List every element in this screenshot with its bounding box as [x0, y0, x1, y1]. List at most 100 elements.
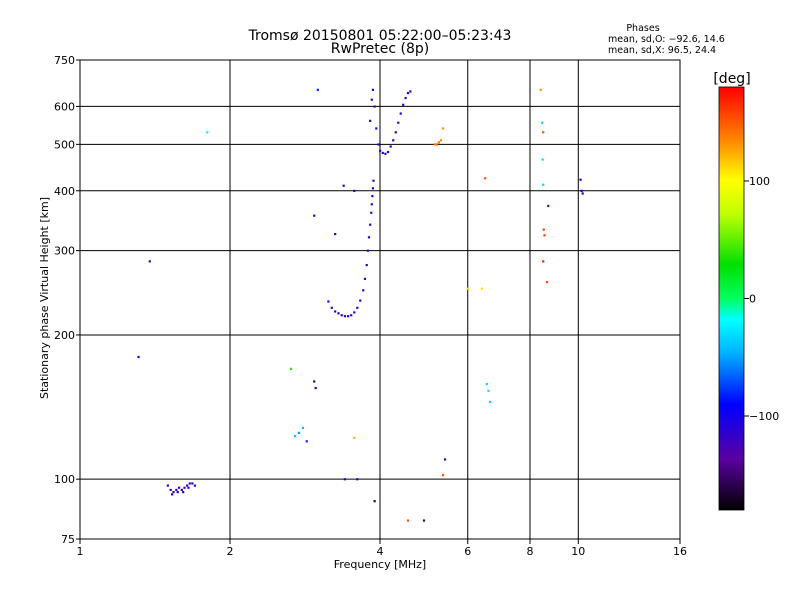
data-point [484, 177, 487, 180]
colorbar-tick-label: 0 [749, 293, 756, 306]
data-point [437, 141, 441, 144]
data-point [297, 431, 301, 434]
data-point [371, 187, 375, 190]
stats-header: Phases [626, 23, 659, 34]
data-point [340, 314, 343, 317]
y-tick-label: 400 [54, 185, 75, 198]
data-point [441, 127, 445, 130]
data-point [369, 223, 372, 226]
data-point [372, 179, 375, 182]
data-point [353, 311, 356, 314]
data-point [394, 131, 397, 134]
data-point [384, 152, 387, 155]
data-point [581, 192, 584, 195]
data-point [186, 484, 189, 487]
data-point [180, 488, 183, 492]
data-point [334, 232, 337, 236]
data-point [406, 519, 410, 522]
data-point [359, 299, 362, 302]
x-tick-label: 8 [527, 545, 534, 558]
data-point [330, 306, 333, 309]
data-point [343, 315, 347, 318]
data-point [353, 189, 356, 192]
data-point [206, 131, 209, 134]
x-axis-ticks: 1 2 4 6 8 10 16 [77, 539, 687, 558]
data-point [356, 478, 359, 481]
data-point [289, 367, 293, 370]
x-tick-label: 1 [77, 545, 84, 558]
data-point [543, 234, 546, 237]
x-axis-label: Frequency [MHz] [334, 558, 426, 571]
data-point [435, 143, 438, 146]
chart-subtitle: RwPretec (8p) [331, 41, 429, 57]
data-point [381, 151, 384, 155]
colorbar-label: [deg] [713, 71, 750, 87]
data-point [397, 121, 400, 124]
grid-lines [80, 60, 680, 539]
data-point [367, 236, 371, 239]
x-tick-label: 4 [377, 545, 384, 558]
data-point [172, 491, 175, 494]
data-point [353, 436, 356, 439]
data-point [337, 312, 340, 315]
data-points [137, 88, 584, 522]
y-tick-label: 200 [54, 329, 75, 342]
data-point [542, 260, 545, 263]
data-point [370, 211, 373, 214]
data-point [313, 380, 316, 383]
data-point [327, 300, 330, 303]
stats-o-mode: mean, sd,O: −92.6, 14.6 [608, 34, 725, 45]
data-point [343, 478, 347, 481]
data-point [547, 204, 550, 208]
data-point [579, 178, 582, 181]
data-point [485, 382, 488, 386]
x-tick-label: 2 [227, 545, 234, 558]
data-point [409, 90, 412, 93]
data-point [489, 400, 492, 404]
data-point [371, 88, 375, 91]
data-point [334, 310, 337, 313]
data-point [137, 355, 140, 359]
data-point [369, 119, 372, 122]
data-point [175, 488, 178, 492]
data-point [441, 474, 445, 477]
data-point [404, 96, 407, 100]
data-point [373, 500, 376, 503]
x-tick-label: 10 [571, 545, 585, 558]
data-point [375, 127, 378, 130]
data-point [166, 484, 169, 487]
data-point [443, 458, 447, 461]
data-point [187, 486, 190, 489]
colorbar-tick-label: 100 [749, 175, 770, 188]
data-point [399, 112, 402, 115]
data-point [366, 249, 369, 252]
data-point [342, 184, 345, 187]
data-point [314, 386, 317, 390]
data-point [379, 149, 382, 152]
data-point [389, 145, 392, 148]
stats-x-mode: mean, sd,X: 96.5, 24.4 [608, 45, 716, 56]
data-point [392, 139, 395, 142]
data-point [371, 195, 374, 198]
colorbar-ticks: 100 0 −100 [744, 175, 779, 423]
data-point [316, 88, 319, 91]
data-point [373, 105, 376, 108]
data-point [542, 228, 545, 231]
data-point [193, 484, 197, 487]
data-point [370, 98, 373, 101]
colorbar-tick-label: −100 [749, 410, 779, 423]
data-point [176, 491, 179, 494]
data-point [541, 158, 544, 161]
data-point [183, 486, 186, 489]
data-point [406, 91, 410, 95]
data-point [433, 143, 436, 146]
y-tick-label: 750 [54, 54, 75, 67]
data-point [487, 389, 490, 392]
data-point [356, 306, 359, 309]
data-point [362, 289, 365, 292]
data-point [545, 280, 549, 284]
data-point [402, 103, 405, 106]
data-point [580, 189, 583, 192]
data-point [539, 88, 542, 91]
